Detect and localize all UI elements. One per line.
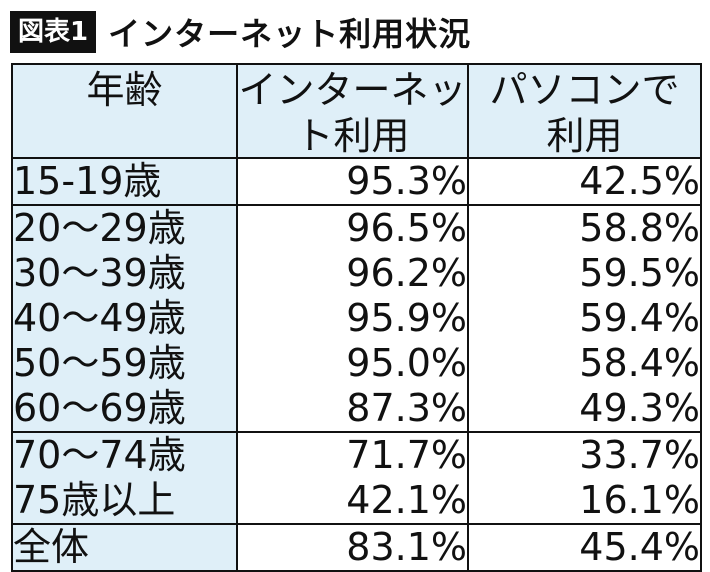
internet-value: 96.5%	[346, 206, 467, 250]
internet-value: 95.3%	[346, 159, 467, 203]
internet-cell: 83.1%	[236, 523, 469, 572]
pc-cell: 45.4%	[467, 523, 702, 572]
column-header-line: ト利用	[295, 114, 410, 158]
age-label: 75歳以上	[13, 478, 176, 522]
internet-cell: 95.3%	[236, 157, 469, 206]
column-header-line: 年齢	[86, 68, 163, 112]
page-title: インターネット利用状況	[108, 15, 472, 53]
age-label: 70〜74歳	[13, 433, 186, 477]
column-header-line: 利用	[546, 114, 623, 158]
internet-value: 42.1%	[346, 478, 467, 522]
pc-value: 49.3%	[579, 386, 700, 430]
age-label: 30〜39歳	[13, 251, 186, 295]
pc-value: 59.5%	[579, 251, 700, 295]
data-table: 年齢 インターネッ ト利用 パソコンで 利用 15-19歳 95.3% 42.5…	[11, 63, 702, 572]
age-label: 40〜49歳	[13, 296, 186, 340]
pc-value: 59.4%	[579, 296, 700, 340]
pc-value: 58.4%	[579, 341, 700, 385]
title-bar: 図表1 インターネット利用状況	[10, 8, 471, 56]
table-group-teens: 15-19歳 95.3% 42.5%	[11, 157, 702, 206]
age-cell: 70〜74歳 75歳以上	[11, 431, 238, 525]
internet-value: 95.9%	[346, 296, 467, 340]
internet-value: 87.3%	[346, 386, 467, 430]
column-header-line: パソコンで	[489, 68, 680, 112]
table-group-elderly: 70〜74歳 75歳以上 71.7% 42.1% 33.7% 16.1%	[11, 431, 702, 525]
age-label: 60〜69歳	[13, 386, 186, 430]
pc-value: 45.4%	[579, 525, 700, 569]
internet-value: 95.0%	[346, 341, 467, 385]
column-header-pc: パソコンで 利用	[467, 63, 702, 159]
pc-cell: 58.8% 59.5% 59.4% 58.4% 49.3%	[467, 204, 702, 433]
internet-value: 71.7%	[346, 433, 467, 477]
table-group-working-age: 20〜29歳 30〜39歳 40〜49歳 50〜59歳 60〜69歳 96.5%…	[11, 204, 702, 433]
age-label: 全体	[13, 525, 90, 569]
age-label: 15-19歳	[13, 159, 162, 203]
age-cell: 全体	[11, 523, 238, 572]
internet-cell: 71.7% 42.1%	[236, 431, 469, 525]
column-header-age: 年齢	[11, 63, 238, 159]
pc-value: 42.5%	[579, 159, 700, 203]
pc-cell: 42.5%	[467, 157, 702, 206]
pc-value: 33.7%	[579, 433, 700, 477]
age-cell: 15-19歳	[11, 157, 238, 206]
pc-value: 16.1%	[579, 478, 700, 522]
age-label: 50〜59歳	[13, 341, 186, 385]
internet-cell: 96.5% 96.2% 95.9% 95.0% 87.3%	[236, 204, 469, 433]
column-header-line: インターネッ	[238, 68, 467, 112]
internet-value: 96.2%	[346, 251, 467, 295]
age-label: 20〜29歳	[13, 206, 186, 250]
table-header-row: 年齢 インターネッ ト利用 パソコンで 利用	[11, 63, 702, 159]
table-group-total: 全体 83.1% 45.4%	[11, 523, 702, 572]
pc-value: 58.8%	[579, 206, 700, 250]
pc-cell: 33.7% 16.1%	[467, 431, 702, 525]
age-cell: 20〜29歳 30〜39歳 40〜49歳 50〜59歳 60〜69歳	[11, 204, 238, 433]
figure-badge: 図表1	[10, 11, 97, 53]
column-header-internet: インターネッ ト利用	[236, 63, 469, 159]
internet-value: 83.1%	[346, 525, 467, 569]
